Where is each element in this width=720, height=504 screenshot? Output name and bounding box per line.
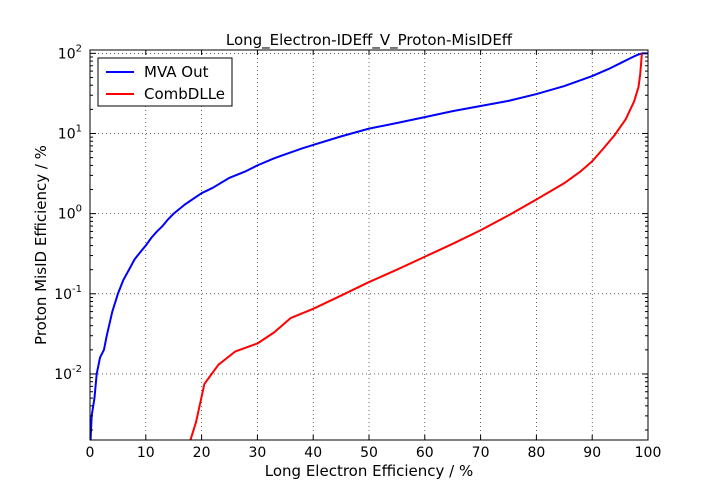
plot-area <box>90 50 648 440</box>
x-tick-label: 40 <box>304 445 322 461</box>
x-tick-label: 30 <box>248 445 266 461</box>
y-tick-exponent: 1 <box>76 123 82 134</box>
y-tick-base: 10 <box>58 126 76 142</box>
grid <box>90 50 648 440</box>
x-tick-label: 50 <box>360 445 378 461</box>
y-tick-label: 101 <box>58 123 82 142</box>
y-tick-base: 10 <box>58 46 76 62</box>
y-tick-label: 102 <box>58 43 82 62</box>
y-axis-label: Proton MisID Efficiency / % <box>32 145 50 345</box>
legend: MVA Out CombDLLe <box>97 57 233 107</box>
y-tick-base: 10 <box>58 207 76 223</box>
series-line-combdlle <box>189 53 643 440</box>
series-layer <box>90 52 648 440</box>
y-tick-base: 10 <box>54 367 72 383</box>
series-line-mva-out <box>90 52 648 440</box>
y-tick-exponent: 0 <box>76 204 82 215</box>
x-tick-label: 0 <box>86 445 95 461</box>
y-tick-label: 10-1 <box>54 284 82 303</box>
x-axis-label: Long Electron Efficiency / % <box>265 462 473 480</box>
y-tick-exponent: -1 <box>72 284 82 295</box>
y-tick-exponent: -2 <box>72 364 82 375</box>
x-tick-label: 20 <box>193 445 211 461</box>
y-tick-base: 10 <box>54 287 72 303</box>
x-tick-label: 90 <box>583 445 601 461</box>
x-tick-label: 80 <box>527 445 545 461</box>
legend-label-mva-out: MVA Out <box>144 63 209 81</box>
y-tick-label: 100 <box>58 204 82 223</box>
y-tick-label: 10-2 <box>54 364 82 383</box>
x-tick-label: 60 <box>416 445 434 461</box>
legend-label-combdlle: CombDLLe <box>144 85 225 103</box>
chart-title: Long_Electron-IDEff_V_Proton-MisIDEff <box>226 31 513 50</box>
x-tick-label: 100 <box>635 445 662 461</box>
y-tick-exponent: 2 <box>76 43 82 54</box>
x-tick-label: 10 <box>137 445 155 461</box>
legend-box <box>97 57 233 107</box>
x-tick-label: 70 <box>472 445 490 461</box>
